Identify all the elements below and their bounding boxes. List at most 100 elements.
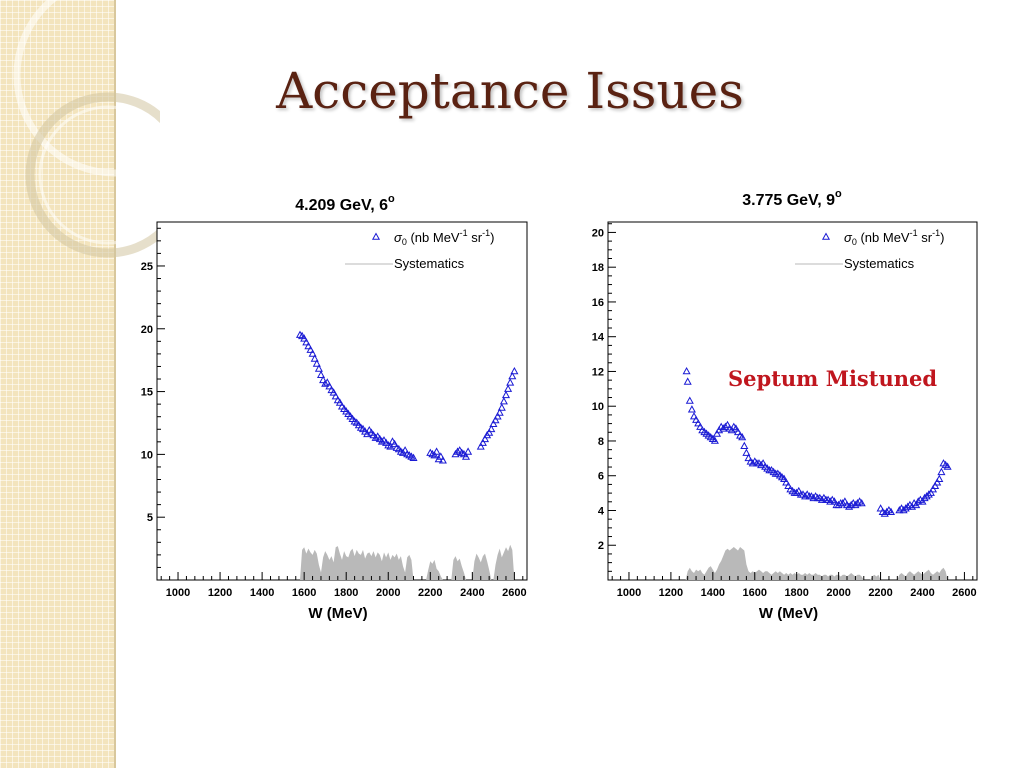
data-point xyxy=(801,492,810,500)
data-point xyxy=(682,366,691,375)
data-point xyxy=(510,366,519,375)
data-point xyxy=(742,448,751,456)
decorative-ring-inner xyxy=(38,105,160,245)
legend-sigma: σ xyxy=(394,230,403,245)
y-tick-label: 2 xyxy=(598,540,604,552)
data-point xyxy=(504,384,513,392)
data-point xyxy=(712,429,722,437)
data-point xyxy=(493,412,502,420)
data-point xyxy=(401,446,410,454)
y-tick-label: 10 xyxy=(592,401,604,413)
chart-title-text: 3.775 GeV, 9 xyxy=(742,192,835,209)
x-tick-label: 2000 xyxy=(826,587,850,599)
data-point xyxy=(903,502,912,510)
data-point xyxy=(302,338,311,346)
data-point xyxy=(300,334,309,342)
data-point xyxy=(689,412,699,420)
legend-text: (nb MeV xyxy=(857,230,910,245)
data-point xyxy=(809,493,818,502)
plot-frame xyxy=(607,221,978,581)
data-point xyxy=(687,405,696,413)
data-point xyxy=(696,422,705,430)
x-tick-label: 1000 xyxy=(617,587,641,599)
data-point xyxy=(918,497,927,505)
legend-text3: ) xyxy=(940,230,944,245)
legend-entry-systematics: Systematics xyxy=(844,256,915,271)
legend-sup2: -1 xyxy=(932,228,940,238)
x-tick-label: 1400 xyxy=(250,587,274,599)
y-tick-label: 25 xyxy=(141,261,153,273)
data-point xyxy=(478,438,487,446)
decorative-ring-large xyxy=(13,0,160,177)
data-point xyxy=(323,378,332,386)
x-tick-label: 1800 xyxy=(784,587,808,599)
data-point xyxy=(895,505,904,514)
data-point xyxy=(826,497,835,505)
data-point xyxy=(453,447,462,455)
data-point xyxy=(937,467,946,476)
y-tick-label: 12 xyxy=(592,366,604,378)
x-tick-label: 1200 xyxy=(208,587,232,599)
data-point xyxy=(847,500,856,509)
septum-mistuned-annotation: Septum Mistuned xyxy=(728,366,938,391)
data-point xyxy=(436,452,445,460)
data-point xyxy=(306,345,315,353)
data-point xyxy=(723,420,732,429)
data-point xyxy=(744,453,753,462)
data-point xyxy=(464,447,473,455)
data-point xyxy=(316,370,326,378)
legend-entry-sigma: σ0 (nb MeV-1 sr-1) xyxy=(844,228,944,247)
data-point xyxy=(461,452,471,460)
data-point xyxy=(497,403,506,411)
y-tick-label: 18 xyxy=(592,262,604,274)
data-point xyxy=(882,507,891,515)
data-point xyxy=(321,379,330,387)
data-point xyxy=(914,497,923,505)
data-point xyxy=(499,397,508,405)
data-point xyxy=(506,378,515,386)
systematics-area xyxy=(685,547,948,580)
data-point xyxy=(685,396,694,404)
data-point xyxy=(784,481,793,489)
data-point xyxy=(312,359,321,367)
legend-sub: 0 xyxy=(852,237,857,247)
chart-title-degree: o xyxy=(835,188,842,200)
chart-title-text: 4.209 GeV, 6 xyxy=(295,197,388,214)
x-tick-label: 2200 xyxy=(418,587,442,599)
data-point xyxy=(485,428,494,436)
data-point xyxy=(508,371,517,380)
chart-title: 4.209 GeV, 6o xyxy=(295,193,395,214)
data-point xyxy=(926,488,935,496)
data-point xyxy=(377,437,386,445)
data-point xyxy=(719,424,728,432)
data-point xyxy=(759,459,768,467)
data-point xyxy=(740,441,749,449)
y-tick-label: 15 xyxy=(141,387,153,399)
data-point xyxy=(838,498,847,507)
legend-text3: ) xyxy=(490,230,494,245)
y-tick-label: 20 xyxy=(141,324,153,336)
data-point xyxy=(757,460,766,469)
data-point xyxy=(432,447,441,455)
legend-sigma: σ xyxy=(844,230,853,245)
data-point xyxy=(480,434,490,443)
legend-sup1: -1 xyxy=(460,228,468,238)
data-point xyxy=(476,442,485,450)
data-point xyxy=(314,364,323,372)
x-tick-label: 1600 xyxy=(743,587,767,599)
data-point xyxy=(487,424,496,433)
data-point xyxy=(817,495,826,503)
systematics-area xyxy=(300,544,515,580)
x-tick-label: 1200 xyxy=(659,587,683,599)
data-point xyxy=(830,497,839,505)
data-point xyxy=(731,424,740,432)
data-point xyxy=(438,456,447,464)
data-point xyxy=(371,433,380,441)
data-point xyxy=(912,500,921,509)
x-tick-label: 1000 xyxy=(166,587,190,599)
y-tick-label: 16 xyxy=(592,297,604,309)
legend-entry-systematics: Systematics xyxy=(394,256,465,271)
data-point xyxy=(943,462,952,470)
x-tick-label: 1400 xyxy=(701,587,725,599)
